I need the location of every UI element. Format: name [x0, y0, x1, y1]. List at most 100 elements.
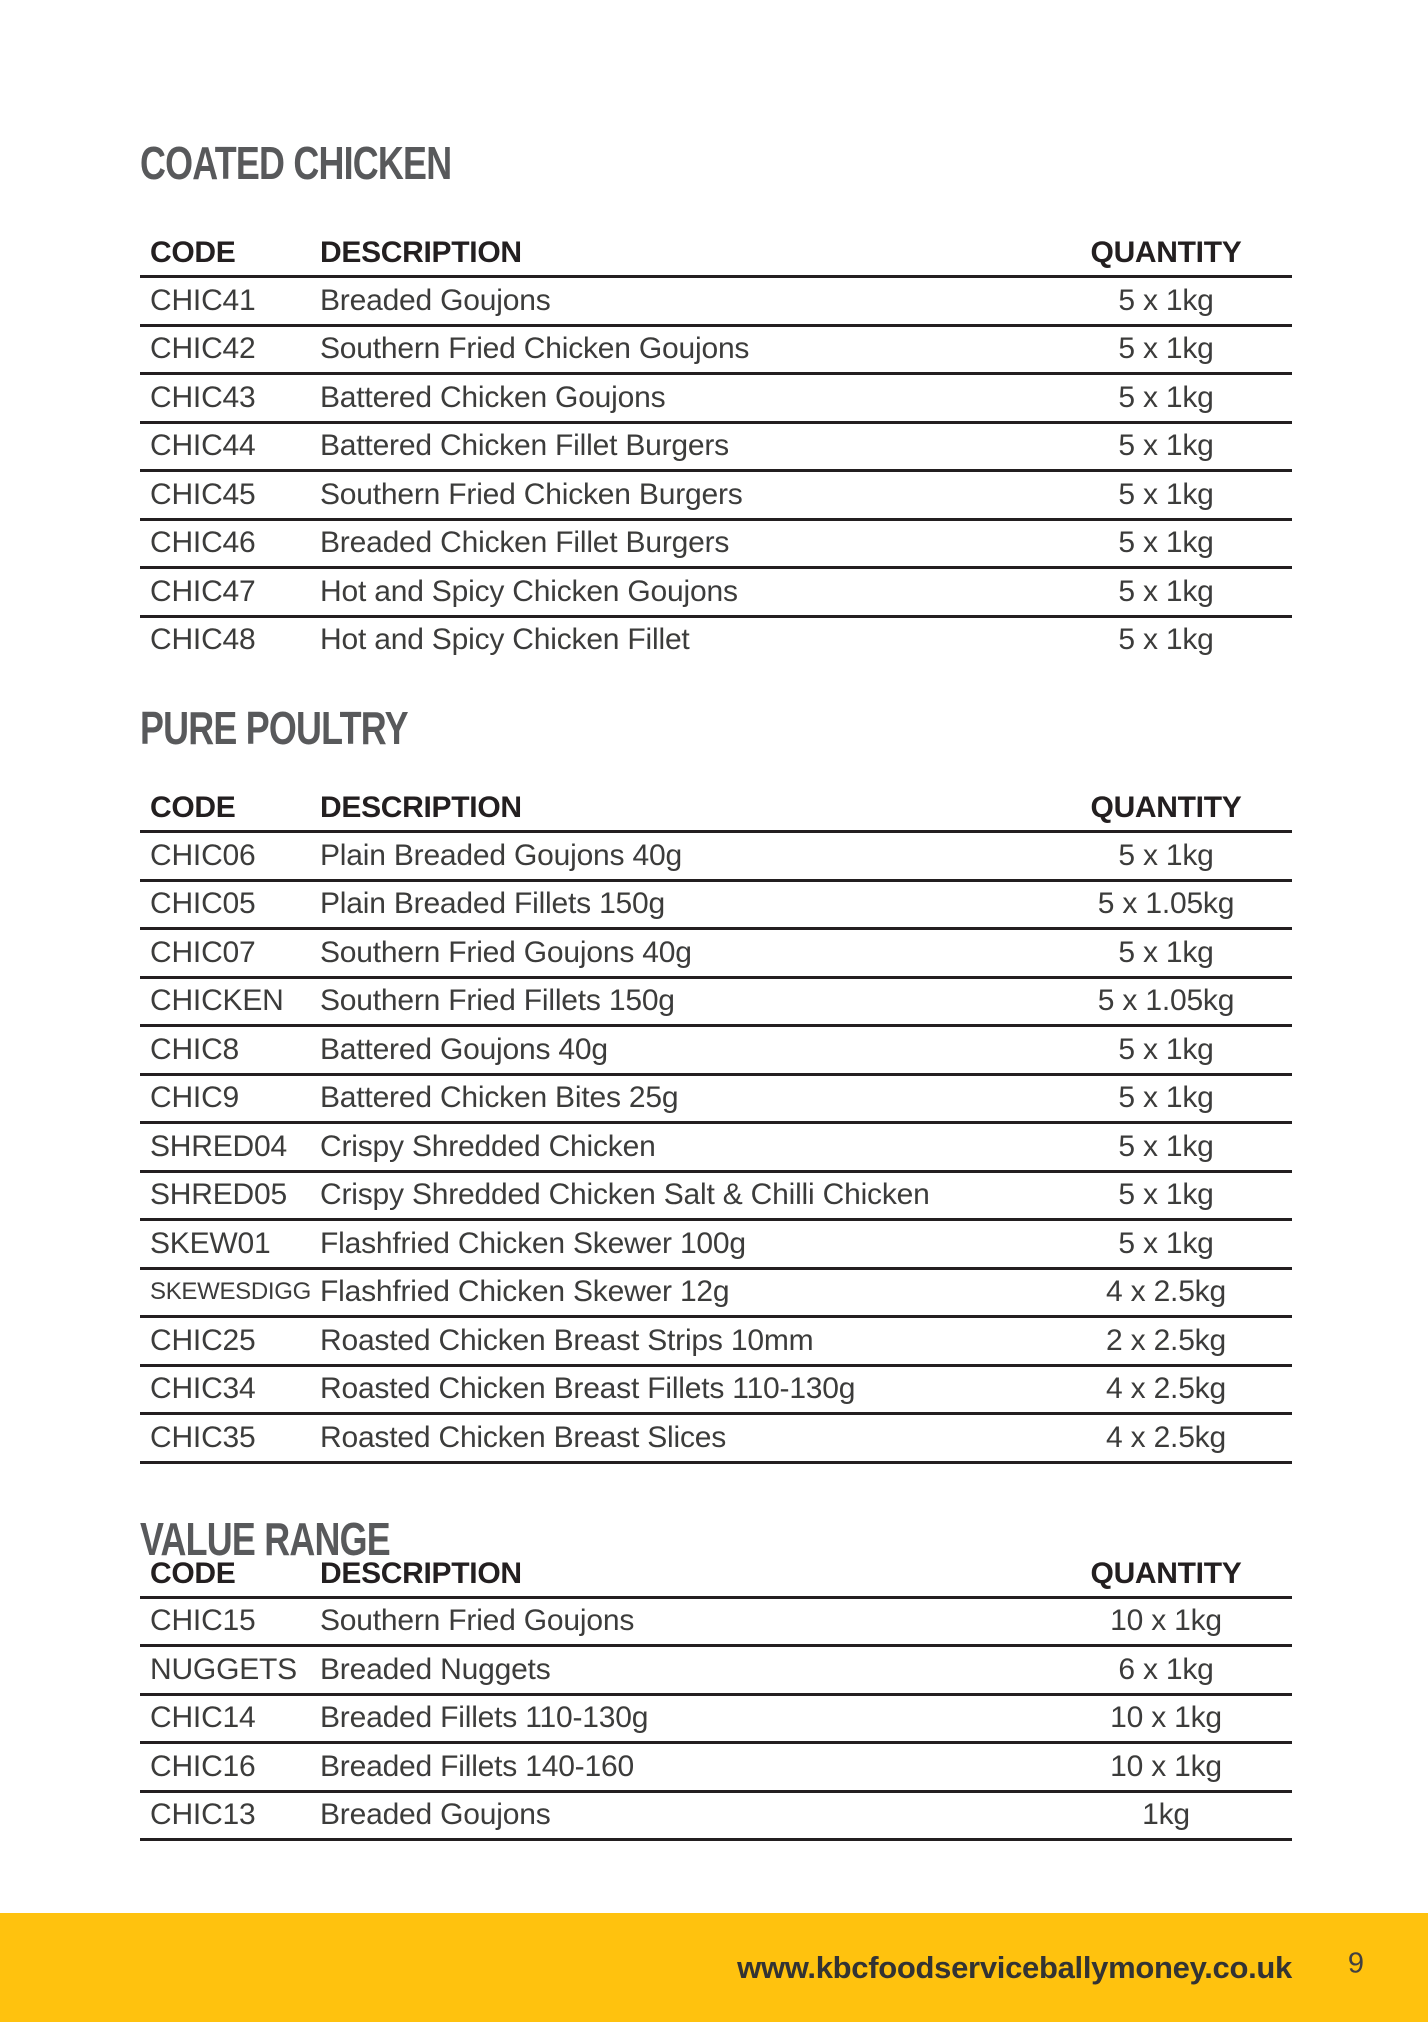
table-row: CHIC45 Southern Fried Chicken Burgers 5 …: [140, 470, 1292, 521]
product-description-cell: Southern Fried Fillets 150g: [320, 977, 1040, 1027]
column-header-description: DESCRIPTION: [320, 231, 1040, 278]
table-row: NUGGETS Breaded Nuggets 6 x 1kg: [140, 1645, 1292, 1696]
product-description-cell: Hot and Spicy Chicken Fillet: [320, 623, 690, 657]
table-row: CHIC06 Plain Breaded Goujons 40g 5 x 1kg: [140, 831, 1292, 882]
product-description-cell: Southern Fried Chicken Burgers: [320, 470, 1040, 521]
table-row: CHIC46 Breaded Chicken Fillet Burgers 5 …: [140, 519, 1292, 569]
column-header-code: CODE: [140, 1551, 320, 1599]
product-description-cell: Flashfried Chicken Skewer 12g: [320, 1268, 1040, 1318]
product-code-cell: CHIC35: [140, 1413, 320, 1464]
table-row: SKEWESDIGG Flashfried Chicken Skewer 12g…: [140, 1268, 1292, 1318]
product-code-cell: CHIC45: [140, 470, 320, 521]
product-code-cell: SKEWESDIGG: [140, 1268, 320, 1318]
section-heading-value-range: VALUE RANGE: [140, 1512, 391, 1565]
product-quantity-cell: 5 x 1kg: [1040, 470, 1292, 521]
section-heading-pure-poultry: PURE POULTRY: [140, 702, 409, 754]
catalog-page-content: COATED CHICKEN CODE DESCRIPTION QUANTITY…: [140, 0, 1292, 1841]
table-row: CHICKEN Southern Fried Fillets 150g 5 x …: [140, 977, 1292, 1027]
product-description-cell: Breaded Chicken Fillet Burgers: [320, 519, 1040, 569]
product-code-cell: CHIC42: [140, 325, 320, 375]
table-row: CHIC07 Southern Fried Goujons 40g 5 x 1k…: [140, 928, 1292, 979]
product-code-cell: CHIC05: [140, 880, 320, 930]
product-code-cell: CHIC48: [150, 623, 256, 657]
product-description-cell: Battered Chicken Bites 25g: [320, 1074, 1040, 1124]
product-quantity-cell: 2 x 2.5kg: [1040, 1316, 1292, 1367]
coated-chicken-table: CODE DESCRIPTION QUANTITY CHIC41 Breaded…: [140, 231, 1292, 663]
product-description-cell: Southern Fried Goujons 40g: [320, 928, 1040, 979]
column-header-quantity: QUANTITY: [1040, 231, 1292, 278]
table-header-row: CODE DESCRIPTION QUANTITY: [140, 786, 1292, 833]
product-description-cell: Flashfried Chicken Skewer 100g: [320, 1219, 1040, 1270]
product-code-cell: CHIC13: [140, 1791, 320, 1841]
product-quantity-cell: 10 x 1kg: [1040, 1694, 1292, 1744]
table-row: SHRED05 Crispy Shredded Chicken Salt & C…: [140, 1171, 1292, 1221]
product-description-cell: Plain Breaded Goujons 40g: [320, 831, 1040, 882]
column-header-code: CODE: [140, 786, 320, 833]
product-code-cell: CHIC47: [140, 567, 320, 618]
product-description-cell: Southern Fried Chicken Goujons: [320, 325, 1040, 375]
product-description-cell: Hot and Spicy Chicken Goujons: [320, 567, 1040, 618]
table-header-row: CODE DESCRIPTION QUANTITY: [140, 231, 1292, 278]
table-row: CHIC48 Hot and Spicy Chicken Fillet 5 x …: [140, 616, 1292, 663]
table-row: SHRED04 Crispy Shredded Chicken 5 x 1kg: [140, 1122, 1292, 1173]
product-quantity-cell: 4 x 2.5kg: [1040, 1268, 1292, 1318]
product-quantity-cell: 5 x 1kg: [1118, 623, 1214, 657]
table-row: CHIC05 Plain Breaded Fillets 150g 5 x 1.…: [140, 880, 1292, 930]
product-quantity-cell: 5 x 1kg: [1040, 1171, 1292, 1221]
table-row: CHIC43 Battered Chicken Goujons 5 x 1kg: [140, 373, 1292, 424]
product-description-cell: Breaded Goujons: [320, 276, 1040, 327]
product-quantity-cell: 5 x 1kg: [1040, 276, 1292, 327]
product-quantity-cell: 5 x 1kg: [1040, 1219, 1292, 1270]
pure-poultry-table: CODE DESCRIPTION QUANTITY CHIC06 Plain B…: [140, 786, 1292, 1464]
section-heading-coated-chicken: COATED CHICKEN: [140, 137, 452, 189]
table-row: CHIC13 Breaded Goujons 1kg: [140, 1791, 1292, 1841]
footer-website-link[interactable]: www.kbcfoodserviceballymoney.co.uk: [737, 1949, 1292, 1985]
product-code-cell: SHRED04: [140, 1122, 320, 1173]
table-row: CHIC15 Southern Fried Goujons 10 x 1kg: [140, 1597, 1292, 1647]
table-row: CHIC47 Hot and Spicy Chicken Goujons 5 x…: [140, 567, 1292, 618]
product-quantity-cell: 6 x 1kg: [1040, 1645, 1292, 1696]
product-quantity-cell: 5 x 1kg: [1040, 519, 1292, 569]
column-header-code: CODE: [140, 231, 320, 278]
product-description-cell: Breaded Goujons: [320, 1791, 1040, 1841]
product-code-cell: CHIC34: [140, 1365, 320, 1415]
product-description-cell: Breaded Fillets 140-160: [320, 1742, 1040, 1793]
product-code-cell: CHIC43: [140, 373, 320, 424]
product-code-cell: SKEW01: [140, 1219, 320, 1270]
product-quantity-cell: 4 x 2.5kg: [1040, 1413, 1292, 1464]
product-quantity-cell: 4 x 2.5kg: [1040, 1365, 1292, 1415]
section-value-range: VALUE RANGE CODE DESCRIPTION QUANTITY CH…: [140, 1516, 1292, 1842]
table-row: CHIC16 Breaded Fillets 140-160 10 x 1kg: [140, 1742, 1292, 1793]
product-quantity-cell: 5 x 1kg: [1040, 373, 1292, 424]
product-description-cell: Battered Chicken Goujons: [320, 373, 1040, 424]
table-row: CHIC9 Battered Chicken Bites 25g 5 x 1kg: [140, 1074, 1292, 1124]
product-code-cell: CHIC9: [140, 1074, 320, 1124]
product-quantity-cell: 5 x 1kg: [1040, 1122, 1292, 1173]
product-quantity-cell: 5 x 1kg: [1040, 1074, 1292, 1124]
product-code-cell: CHIC8: [140, 1025, 320, 1076]
column-header-description: DESCRIPTION: [320, 1551, 1040, 1599]
product-code-cell: CHIC16: [140, 1742, 320, 1793]
table-row: CHIC34 Roasted Chicken Breast Fillets 11…: [140, 1365, 1292, 1415]
product-description-cell: Crispy Shredded Chicken: [320, 1122, 1040, 1173]
product-code-cell: CHIC41: [140, 276, 320, 327]
product-quantity-cell: 10 x 1kg: [1040, 1742, 1292, 1793]
product-code-cell: SHRED05: [140, 1171, 320, 1221]
column-header-quantity: QUANTITY: [1040, 786, 1292, 833]
section-coated-chicken: COATED CHICKEN CODE DESCRIPTION QUANTITY…: [140, 140, 1292, 663]
product-quantity-cell: 5 x 1kg: [1040, 831, 1292, 882]
product-code-cell: CHIC25: [140, 1316, 320, 1367]
product-description-cell: Breaded Nuggets: [320, 1645, 1040, 1696]
product-description-cell: Breaded Fillets 110-130g: [320, 1694, 1040, 1744]
table-row: CHIC14 Breaded Fillets 110-130g 10 x 1kg: [140, 1694, 1292, 1744]
table-row: CHIC8 Battered Goujons 40g 5 x 1kg: [140, 1025, 1292, 1076]
product-code-cell: CHIC14: [140, 1694, 320, 1744]
product-description-cell: Roasted Chicken Breast Fillets 110-130g: [320, 1365, 1040, 1415]
table-row: CHIC25 Roasted Chicken Breast Strips 10m…: [140, 1316, 1292, 1367]
product-code-cell: CHIC06: [140, 831, 320, 882]
product-quantity-cell: 5 x 1kg: [1040, 325, 1292, 375]
value-range-table: CODE DESCRIPTION QUANTITY CHIC15 Souther…: [140, 1551, 1292, 1842]
product-description-cell: Roasted Chicken Breast Slices: [320, 1413, 1040, 1464]
product-quantity-cell: 5 x 1kg: [1040, 928, 1292, 979]
section-pure-poultry: PURE POULTRY CODE DESCRIPTION QUANTITY C…: [140, 705, 1292, 1464]
